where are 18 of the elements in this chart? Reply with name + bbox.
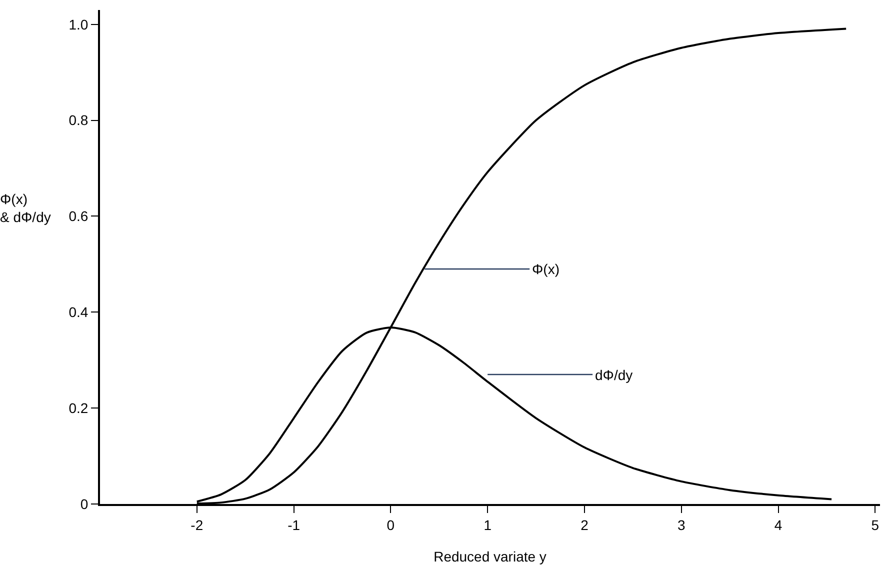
y-tick-label: 0.4 (68, 304, 88, 320)
x-tick-label: -2 (190, 516, 204, 533)
y-tick-label: 0 (80, 496, 88, 512)
x-tick-label: 4 (774, 516, 782, 533)
x-tick-label: 3 (677, 516, 686, 533)
y-tick-label: 0.8 (68, 112, 88, 128)
y-tick-label: 0.6 (68, 208, 88, 224)
x-tick-label: 0 (386, 516, 395, 533)
annotation: Φ(x) (532, 261, 560, 277)
x-axis-title: Reduced variate y (434, 548, 546, 565)
x-tick-label: 1 (484, 516, 492, 533)
x-tick-label: 5 (871, 516, 880, 533)
y-tick-label: 1.0 (68, 16, 88, 32)
x-tick-label: 2 (580, 516, 589, 533)
y-axis-title: Φ(x) & dΦ/dy (0, 191, 51, 226)
y-tick-label: 0.2 (68, 400, 88, 416)
x-tick-label: -1 (288, 516, 300, 533)
annotation: dΦ/dy (595, 367, 633, 383)
